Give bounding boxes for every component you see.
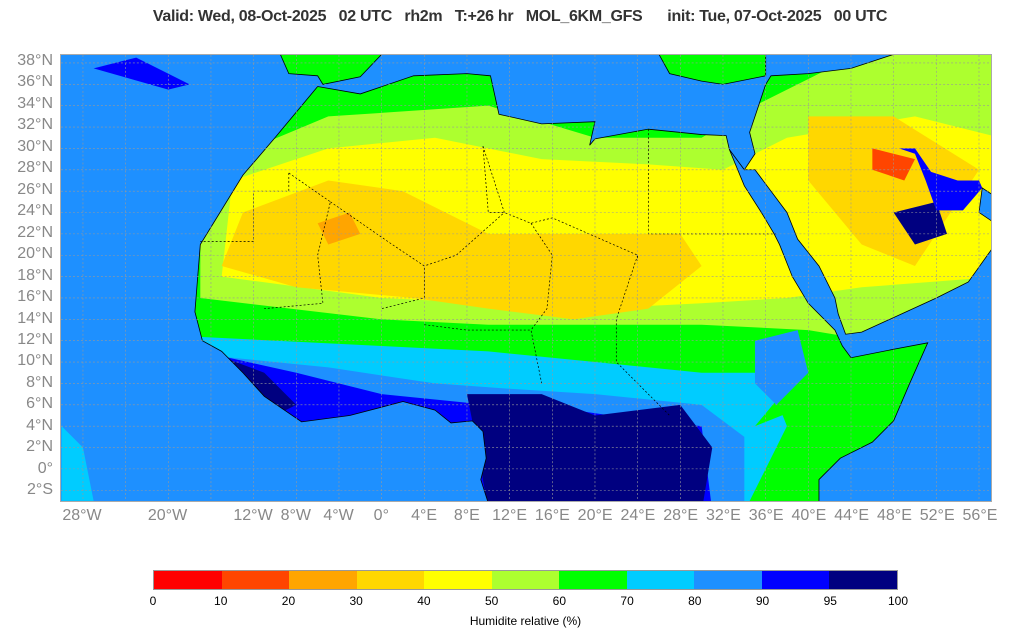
lon-label: 20°E — [577, 507, 613, 524]
colorbar-swatch — [424, 571, 492, 589]
lon-label: 40°E — [791, 507, 827, 524]
lat-label: 24°N — [17, 202, 53, 220]
lat-label: 38°N — [17, 52, 53, 69]
lat-label: 10°N — [17, 352, 53, 370]
colorbar-tick: 70 — [620, 594, 634, 608]
lat-label: 22°N — [17, 223, 53, 241]
colorbar-swatch — [559, 571, 627, 589]
lon-label: 0° — [373, 507, 389, 524]
lat-label: 36°N — [17, 73, 53, 91]
lat-label: 14°N — [17, 309, 53, 327]
lon-label: 8°E — [453, 507, 480, 524]
humidity-map — [60, 54, 992, 502]
lon-label: 32°E — [705, 507, 741, 524]
lon-label: 28°W — [62, 507, 102, 524]
country-border — [424, 324, 543, 384]
lon-label: 44°E — [834, 507, 870, 524]
colorbar-tick: 95 — [823, 594, 837, 608]
lon-label: 4°W — [323, 507, 354, 524]
map-title: Valid: Wed, 08-Oct-2025 02 UTC rh2m T:+2… — [152, 8, 888, 25]
lat-label: 6°N — [26, 395, 53, 413]
coastline — [280, 55, 382, 85]
lon-label: 20°W — [147, 507, 188, 524]
colorbar-label: Humidite relative (%) — [469, 614, 582, 628]
lon-label: 4°E — [411, 507, 438, 524]
colorbar-tick: 100 — [887, 594, 909, 608]
lat-label: 0° — [37, 459, 53, 477]
colorbar-swatch — [491, 571, 560, 589]
lat-label: 2°N — [26, 438, 53, 456]
lat-label: 2°S — [27, 481, 53, 499]
lat-label: 12°N — [17, 330, 53, 348]
lat-label: 16°N — [17, 288, 53, 306]
colorbar-tick: 60 — [552, 594, 567, 608]
ocean-moist-patch — [93, 57, 190, 90]
lon-label: 12°E — [492, 507, 528, 524]
colorbar-swatch — [289, 571, 357, 589]
lon-label: 24°E — [620, 507, 656, 524]
humidity-zone — [755, 330, 809, 405]
lon-label: 52°E — [919, 507, 955, 524]
colorbar — [153, 570, 898, 590]
lon-label: 16°E — [534, 507, 570, 524]
lon-label: 56°E — [962, 507, 998, 524]
coastline — [729, 55, 991, 335]
lat-label: 32°N — [17, 116, 53, 134]
lat-label: 18°N — [17, 266, 53, 284]
ocean-moist-patch — [61, 426, 94, 501]
lon-label: 28°E — [663, 507, 699, 524]
lat-label: 26°N — [17, 180, 53, 198]
country-border — [330, 201, 425, 310]
colorbar-tick: 50 — [484, 594, 499, 608]
lat-label: 30°N — [17, 137, 53, 155]
colorbar-swatch — [829, 571, 898, 589]
colorbar-tick: 40 — [417, 594, 431, 608]
colorbar-swatch — [694, 571, 762, 589]
country-border — [615, 255, 670, 416]
country-border — [530, 223, 553, 331]
coastline — [194, 73, 929, 501]
persian-gulf — [898, 148, 983, 211]
lon-label: 8°W — [280, 507, 311, 524]
lon-label: 12°W — [233, 507, 273, 524]
lat-label: 8°N — [26, 373, 53, 391]
colorbar-tick: 0 — [149, 594, 157, 608]
humidity-zone — [221, 180, 702, 320]
lat-label: 4°N — [26, 416, 53, 434]
humidity-zone — [893, 201, 947, 245]
lat-label: 28°N — [17, 159, 53, 177]
colorbar-tick: 20 — [281, 594, 296, 608]
humidity-zone — [317, 212, 361, 245]
lon-label: 36°E — [748, 507, 784, 524]
lon-label: 48°E — [877, 507, 912, 524]
colorbar-swatch — [221, 571, 290, 589]
colorbar-swatch — [356, 571, 425, 589]
colorbar-swatch — [761, 571, 830, 589]
colorbar-tick: 90 — [755, 594, 770, 608]
lat-label: 20°N — [17, 245, 53, 263]
humidity-zone — [466, 394, 713, 501]
colorbar-tick: 10 — [214, 594, 228, 608]
lat-label: 34°N — [17, 94, 53, 112]
colorbar-swatch — [154, 571, 222, 589]
colorbar-swatch — [626, 571, 695, 589]
colorbar-tick: 80 — [688, 594, 702, 608]
colorbar-tick: 30 — [349, 594, 363, 608]
